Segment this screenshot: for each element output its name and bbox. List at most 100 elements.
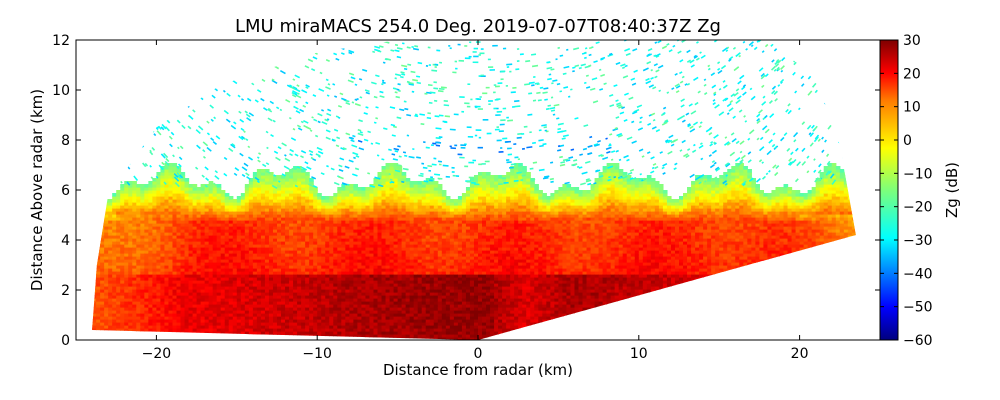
reflectivity-cell: [373, 247, 379, 251]
reflectivity-cell: [208, 331, 214, 335]
reflectivity-cell: [297, 280, 302, 284]
reflectivity-cell: [128, 316, 133, 320]
reflectivity-cell: [268, 274, 274, 278]
reflectivity-cell: [377, 187, 383, 191]
reflectivity-cell: [385, 163, 391, 167]
reflectivity-cell: [112, 235, 117, 239]
reflectivity-cell: [333, 250, 338, 254]
reflectivity-cell: [369, 256, 375, 260]
reflectivity-cell: [164, 307, 170, 311]
reflectivity-cell: [353, 268, 358, 272]
reflectivity-cell: [128, 304, 133, 308]
reflectivity-cell: [216, 250, 222, 254]
reflectivity-cell: [184, 229, 190, 233]
reflectivity-cell: [244, 328, 250, 332]
reflectivity-cell: [301, 304, 306, 308]
reflectivity-cell: [176, 286, 182, 290]
reflectivity-cell: [317, 310, 322, 314]
reflectivity-cell: [301, 226, 306, 230]
reflectivity-cell: [349, 247, 354, 251]
reflectivity-cell: [325, 262, 330, 266]
reflectivity-cell: [373, 286, 379, 290]
reflectivity-cell: [240, 244, 246, 248]
reflectivity-cell: [264, 259, 270, 263]
reflectivity-cell: [361, 325, 367, 329]
reflectivity-cell: [293, 316, 298, 320]
reflectivity-cell: [333, 334, 338, 338]
reflectivity-cell: [240, 250, 246, 254]
reflectivity-cell: [264, 235, 270, 239]
reflectivity-cell: [389, 322, 395, 326]
reflectivity-cell: [184, 217, 190, 221]
reflectivity-cell: [289, 325, 294, 329]
reflectivity-cell: [289, 274, 294, 278]
reflectivity-cell: [293, 217, 298, 221]
reflectivity-cell: [228, 250, 234, 254]
reflectivity-cell: [244, 202, 250, 206]
reflectivity-cell: [252, 307, 258, 311]
reflectivity-cell: [281, 325, 286, 329]
reflectivity-cell: [224, 202, 230, 206]
reflectivity-cell: [144, 229, 149, 233]
reflectivity-cell: [281, 319, 286, 323]
reflectivity-cell: [96, 319, 101, 323]
reflectivity-cell: [329, 274, 334, 278]
reflectivity-cell: [240, 283, 246, 287]
reflectivity-cell: [216, 286, 222, 290]
reflectivity-cell: [361, 193, 367, 197]
reflectivity-cell: [264, 187, 270, 191]
reflectivity-cell: [373, 178, 379, 182]
reflectivity-cell: [385, 304, 391, 308]
reflectivity-cell: [204, 220, 210, 224]
reflectivity-cell: [132, 229, 137, 233]
reflectivity-cell: [389, 199, 395, 203]
reflectivity-cell: [297, 268, 302, 272]
reflectivity-cell: [144, 226, 149, 230]
reflectivity-cell: [361, 262, 367, 266]
reflectivity-cell: [124, 328, 129, 332]
reflectivity-cell: [329, 265, 334, 269]
reflectivity-cell: [200, 283, 206, 287]
reflectivity-cell: [240, 289, 246, 293]
reflectivity-cell: [232, 283, 238, 287]
reflectivity-cell: [224, 208, 230, 212]
reflectivity-cell: [232, 256, 238, 260]
reflectivity-cell: [329, 334, 334, 338]
reflectivity-cell: [301, 298, 306, 302]
reflectivity-cell: [200, 292, 206, 296]
reflectivity-cell: [377, 211, 383, 215]
reflectivity-cell: [180, 316, 186, 320]
reflectivity-cell: [220, 283, 226, 287]
reflectivity-cell: [256, 256, 262, 260]
reflectivity-cell: [168, 265, 174, 269]
reflectivity-cell: [365, 208, 371, 212]
reflectivity-cell: [192, 238, 198, 242]
reflectivity-cell: [176, 181, 182, 185]
reflectivity-cell: [252, 277, 258, 281]
reflectivity-cell: [116, 298, 121, 302]
reflectivity-cell: [393, 268, 399, 272]
reflectivity-cell: [385, 208, 391, 212]
reflectivity-cell: [393, 295, 399, 299]
reflectivity-cell: [108, 325, 113, 329]
reflectivity-cell: [168, 193, 174, 197]
reflectivity-cell: [385, 244, 391, 248]
reflectivity-cell: [216, 295, 222, 299]
reflectivity-cell: [260, 178, 266, 182]
reflectivity-cell: [224, 229, 230, 233]
reflectivity-cell: [180, 289, 186, 293]
reflectivity-cell: [248, 250, 254, 254]
reflectivity-cell: [228, 289, 234, 293]
reflectivity-cell: [361, 286, 367, 290]
reflectivity-cell: [164, 229, 170, 233]
reflectivity-cell: [136, 271, 141, 275]
reflectivity-cell: [104, 292, 109, 296]
reflectivity-cell: [260, 247, 266, 251]
reflectivity-cell: [116, 229, 121, 233]
reflectivity-cell: [156, 283, 162, 287]
reflectivity-cell: [104, 238, 109, 242]
reflectivity-cell: [156, 280, 162, 284]
reflectivity-cell: [204, 268, 210, 272]
reflectivity-cell: [377, 259, 383, 263]
reflectivity-cell: [248, 223, 254, 227]
